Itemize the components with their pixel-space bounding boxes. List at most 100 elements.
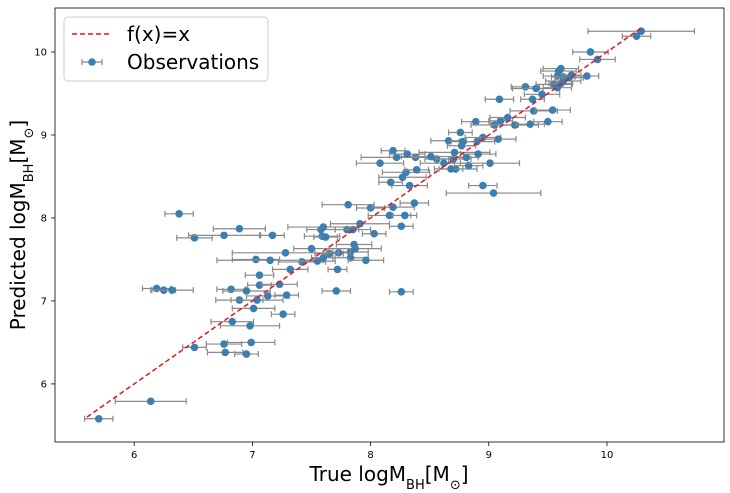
legend: f(x)=x Observations [63,16,269,82]
point-marker [313,257,322,265]
x-axis: 6 7 8 9 10 [131,442,613,461]
data-point [484,95,515,104]
identity-line-series [86,26,643,418]
point-marker [532,84,540,93]
data-point [371,203,415,211]
data-point [347,256,385,265]
point-marker [242,287,251,295]
point-marker [447,165,455,173]
point-marker [252,255,260,264]
data-point [447,128,473,137]
point-marker [510,121,519,129]
data-point [234,350,259,358]
point-marker [489,189,498,197]
point-marker [255,271,264,280]
point-marker [221,348,230,357]
y-tick-label: 9 [41,130,47,141]
point-marker [220,340,228,348]
point-marker [228,317,237,326]
point-marker [405,181,414,190]
data-point [453,153,479,162]
point-marker [333,265,342,274]
data-point [212,224,266,233]
point-marker [450,148,459,157]
point-marker [282,291,291,299]
data-point [533,117,563,126]
point-marker [175,209,183,218]
point-marker [496,117,505,125]
data-point [206,348,244,357]
data-point [226,338,276,347]
data-point [274,291,300,299]
point-marker [503,113,512,122]
point-marker [332,287,341,295]
point-marker [356,219,364,228]
point-marker [220,231,228,240]
data-point [83,414,114,423]
point-marker [249,304,258,313]
data-point [574,72,600,80]
point-marker [389,146,397,155]
data-point [399,199,430,207]
data-point [621,32,652,41]
legend-box [63,16,269,82]
point-marker [586,48,595,56]
x-tick-label: 10 [601,450,614,461]
point-marker [427,152,435,161]
data-point [380,146,406,155]
data-point [321,287,352,295]
data-point [187,231,261,240]
point-marker [253,296,261,304]
point-marker [242,350,251,358]
data-point [523,90,561,99]
point-marker [397,288,406,296]
point-marker [190,343,199,352]
point-marker [401,211,409,220]
point-marker [286,265,295,274]
point-marker [412,166,421,174]
point-marker [486,159,494,167]
x-tick-label: 8 [367,450,373,461]
point-marker [479,181,487,190]
point-marker [583,72,591,80]
data-point [561,71,582,80]
data-point [542,64,580,73]
point-marker [370,229,378,238]
data-point [391,181,428,190]
data-point [164,209,194,218]
point-marker [474,150,482,158]
data-point [231,304,276,313]
point-marker [319,253,328,262]
point-marker [319,223,328,231]
point-marker [146,397,155,406]
point-marker [526,120,534,128]
data-point [244,271,275,280]
point-marker [386,178,395,187]
point-marker [279,310,287,319]
point-marker [376,159,384,167]
y-tick-label: 10 [34,47,47,58]
data-point [329,219,391,228]
data-point [459,150,497,158]
data-point [378,178,404,187]
point-marker [538,90,546,99]
y-tick-label: 7 [41,296,47,307]
point-marker [168,286,176,294]
point-marker [557,64,565,73]
point-marker [403,150,412,158]
point-marker [494,135,503,143]
y-axis-title: Predicted logMBH[M⊙] [6,120,37,330]
point-marker [456,128,465,137]
point-marker [366,204,375,212]
data-point [287,223,360,231]
point-marker [397,222,406,231]
data-point [445,189,542,197]
point-marker [410,199,419,207]
data-point [271,265,309,274]
y-tick-label: 8 [41,213,47,224]
data-point [388,222,414,231]
point-marker [548,106,557,114]
point-marker [247,338,256,347]
point-marker [263,292,272,300]
